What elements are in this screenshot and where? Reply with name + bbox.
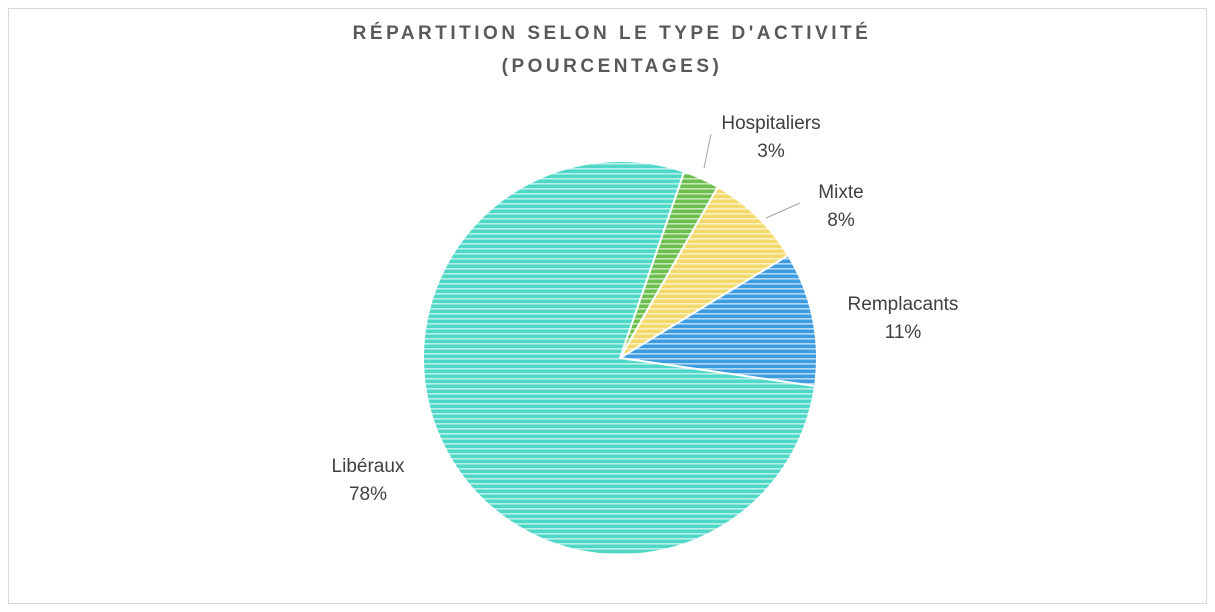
chart-title: RÉPARTITION SELON LE TYPE D'ACTIVITÉ: [353, 22, 872, 44]
leader-line: [703, 133, 712, 169]
slice-value-label: 78%: [349, 484, 387, 505]
leader-line: [765, 202, 801, 219]
slice-label: Mixte: [818, 182, 863, 203]
slice-label: Remplacants: [848, 294, 959, 315]
pie-slice: [619, 185, 790, 359]
chart-title: (POURCENTAGES): [502, 56, 723, 77]
slice-value-label: 3%: [757, 141, 785, 162]
slice-label: Libéraux: [332, 456, 405, 477]
pie-slice: [617, 253, 818, 388]
pie-slice: [422, 160, 817, 556]
slice-value-label: 11%: [885, 322, 922, 343]
slice-label: Hospitaliers: [721, 113, 820, 134]
slice-value-label: 8%: [827, 210, 855, 231]
